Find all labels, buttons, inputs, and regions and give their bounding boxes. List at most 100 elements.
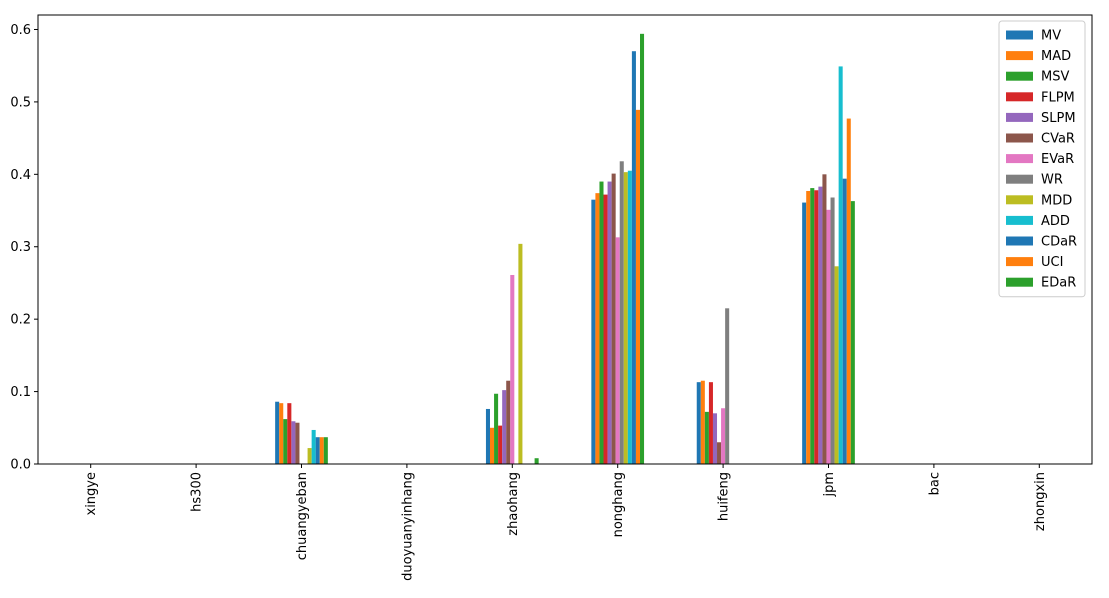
bar-msv-chuangyeban bbox=[283, 419, 288, 464]
x-tick-label: huifeng bbox=[717, 472, 732, 521]
legend-label-cdar: CDaR bbox=[1041, 235, 1077, 250]
bar-slpm-jpm bbox=[818, 186, 823, 464]
legend-label-mdd: MDD bbox=[1041, 193, 1072, 208]
x-tick-label: hs300 bbox=[190, 472, 205, 512]
legend-label-add: ADD bbox=[1041, 214, 1070, 229]
bar-mv-chuangyeban bbox=[275, 401, 280, 464]
bar-wr-huifeng bbox=[725, 308, 730, 464]
bar-uci-jpm bbox=[846, 118, 851, 464]
legend-label-cvar: CVaR bbox=[1041, 132, 1075, 147]
y-tick-label: 0.4 bbox=[10, 168, 31, 183]
y-tick-label: 0.0 bbox=[10, 458, 31, 473]
legend-label-evar: EVaR bbox=[1041, 152, 1074, 167]
bar-msv-nonghang bbox=[599, 181, 604, 464]
bar-cdar-nonghang bbox=[631, 51, 636, 465]
bar-flpm-chuangyeban bbox=[287, 403, 292, 464]
bar-add-nonghang bbox=[627, 170, 632, 464]
legend-swatch-mdd bbox=[1006, 195, 1033, 205]
bar-msv-huifeng bbox=[704, 411, 709, 464]
bar-cvar-huifeng bbox=[717, 442, 722, 464]
bar-mad-nonghang bbox=[595, 193, 600, 464]
legend-swatch-slpm bbox=[1006, 112, 1033, 122]
bar-cdar-jpm bbox=[842, 178, 847, 465]
bar-add-jpm bbox=[838, 66, 843, 465]
bar-cvar-jpm bbox=[822, 174, 827, 464]
legend-swatch-wr bbox=[1006, 174, 1033, 184]
bar-flpm-zhaohang bbox=[498, 425, 503, 464]
bar-edar-jpm bbox=[850, 201, 855, 464]
y-tick-label: 0.6 bbox=[10, 23, 31, 38]
bar-flpm-jpm bbox=[814, 190, 819, 464]
plot-frame bbox=[37, 14, 1093, 465]
x-tick-label: chuangyeban bbox=[295, 472, 310, 560]
bar-slpm-zhaohang bbox=[502, 390, 507, 464]
y-tick-label: 0.2 bbox=[10, 313, 31, 328]
legend-swatch-msv bbox=[1006, 71, 1033, 81]
bar-mdd-jpm bbox=[834, 266, 839, 464]
legend-swatch-mad bbox=[1006, 51, 1033, 61]
bar-uci-nonghang bbox=[635, 109, 640, 465]
bar-mad-zhaohang bbox=[490, 427, 495, 464]
bar-msv-zhaohang bbox=[494, 393, 499, 464]
bar-cvar-chuangyeban bbox=[295, 422, 300, 464]
bar-wr-nonghang bbox=[619, 161, 624, 465]
x-tick-label: duoyuanyinhang bbox=[400, 472, 415, 581]
legend-swatch-cdar bbox=[1006, 236, 1033, 246]
bar-slpm-huifeng bbox=[712, 413, 718, 464]
bar-mdd-chuangyeban bbox=[307, 448, 312, 464]
x-tick-label: jpm bbox=[822, 472, 837, 498]
legend-label-msv: MSV bbox=[1041, 70, 1069, 85]
bar-slpm-chuangyeban bbox=[291, 421, 296, 464]
legend-label-edar: EDaR bbox=[1041, 276, 1076, 291]
legend-swatch-mv bbox=[1006, 30, 1033, 40]
legend-swatch-uci bbox=[1006, 257, 1033, 267]
bar-evar-zhaohang bbox=[510, 274, 515, 464]
legend-label-mv: MV bbox=[1041, 29, 1061, 44]
bar-edar-chuangyeban bbox=[323, 437, 328, 464]
x-tick-label: nonghang bbox=[611, 472, 626, 537]
bar-cdar-chuangyeban bbox=[315, 437, 320, 464]
x-tick-label: xingye bbox=[84, 472, 99, 516]
bar-flpm-nonghang bbox=[603, 194, 608, 464]
y-tick-label: 0.5 bbox=[10, 95, 31, 110]
legend-label-wr: WR bbox=[1041, 173, 1063, 188]
legend-box bbox=[998, 20, 1086, 298]
bar-mad-chuangyeban bbox=[279, 403, 284, 464]
bar-uci-chuangyeban bbox=[319, 437, 324, 464]
bar-mv-jpm bbox=[802, 202, 807, 464]
legend-label-slpm: SLPM bbox=[1041, 111, 1076, 126]
bar-mdd-nonghang bbox=[623, 172, 628, 464]
bar-mad-jpm bbox=[806, 190, 811, 465]
bar-flpm-huifeng bbox=[708, 382, 713, 464]
legend-swatch-evar bbox=[1006, 154, 1033, 164]
bar-cvar-nonghang bbox=[611, 173, 616, 464]
bar-mv-nonghang bbox=[591, 199, 596, 465]
legend-label-uci: UCI bbox=[1041, 255, 1063, 270]
legend-label-flpm: FLPM bbox=[1041, 90, 1075, 105]
legend-label-mad: MAD bbox=[1041, 49, 1071, 64]
legend-swatch-add bbox=[1006, 215, 1033, 225]
bar-slpm-nonghang bbox=[607, 181, 612, 464]
bar-edar-nonghang bbox=[640, 33, 645, 464]
x-tick-label: bac bbox=[927, 472, 942, 495]
bar-msv-jpm bbox=[810, 188, 815, 464]
bar-mdd-zhaohang bbox=[518, 243, 523, 464]
x-tick-label: zhongxin bbox=[1033, 472, 1048, 531]
y-tick-label: 0.1 bbox=[10, 385, 31, 400]
bar-mad-huifeng bbox=[700, 380, 705, 464]
bar-add-chuangyeban bbox=[311, 429, 316, 464]
bar-edar-zhaohang bbox=[534, 458, 539, 464]
bar-mv-zhaohang bbox=[485, 408, 490, 464]
x-tick-label: zhaohang bbox=[506, 472, 521, 536]
legend-swatch-cvar bbox=[1006, 133, 1033, 143]
bar-evar-jpm bbox=[826, 209, 831, 464]
y-tick-label: 0.3 bbox=[10, 240, 31, 255]
bar-evar-huifeng bbox=[721, 408, 726, 464]
bar-evar-nonghang bbox=[615, 237, 620, 464]
bar-wr-jpm bbox=[830, 197, 835, 464]
bar-mv-huifeng bbox=[696, 382, 701, 464]
legend-swatch-flpm bbox=[1006, 92, 1033, 102]
bar-cvar-zhaohang bbox=[506, 380, 511, 464]
